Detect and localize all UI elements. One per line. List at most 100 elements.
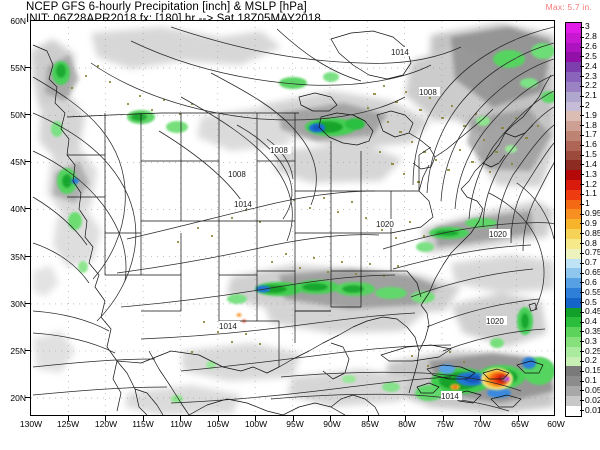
colorbar-tick bbox=[580, 311, 584, 313]
colorbar-swatch bbox=[566, 317, 581, 328]
colorbar-swatch bbox=[566, 140, 581, 151]
colorbar-swatch bbox=[566, 219, 581, 230]
colorbar-swatch bbox=[566, 72, 581, 82]
y-tick-label: 40N bbox=[10, 204, 26, 214]
colorbar-swatch bbox=[566, 337, 581, 347]
contour-label: 1020 bbox=[376, 219, 397, 229]
contour-label: 1014 bbox=[234, 199, 255, 209]
colorbar-swatch bbox=[566, 160, 581, 171]
colorbar-tick bbox=[580, 184, 584, 186]
colorbar-tick bbox=[580, 203, 584, 205]
colorbar-tick-label: 0.5 bbox=[585, 296, 597, 307]
colorbar-tick bbox=[580, 144, 584, 146]
colorbar-tick-label: 0.15 bbox=[585, 365, 600, 376]
colorbar-tick bbox=[580, 302, 584, 303]
x-tick-label: 110W bbox=[170, 419, 192, 429]
svg-text:1014: 1014 bbox=[234, 200, 252, 209]
colorbar-tick-label: 0.65 bbox=[585, 267, 600, 278]
y-tick bbox=[25, 303, 30, 304]
colorbar-tick-label: 1.4 bbox=[585, 158, 597, 169]
x-tick bbox=[480, 416, 481, 421]
contour-label: 1014 bbox=[441, 391, 462, 401]
colorbar-tick-label: 0.45 bbox=[585, 306, 600, 317]
x-tick bbox=[518, 416, 519, 421]
x-tick-label: 105W bbox=[206, 419, 230, 429]
colorbar-swatch bbox=[566, 180, 581, 190]
colorbar-tick-label: 1.1 bbox=[585, 188, 597, 199]
y-tick-label: 60N bbox=[10, 16, 26, 26]
colorbar-tick-label: 0.95 bbox=[585, 208, 600, 219]
colorbar-tick-label: 2.2 bbox=[585, 80, 597, 91]
colorbar-swatch bbox=[566, 386, 581, 396]
colorbar-tick bbox=[580, 56, 584, 58]
colorbar-tick bbox=[580, 410, 584, 412]
contour-label: 1008 bbox=[270, 145, 291, 155]
colorbar-tick-label: 0.35 bbox=[585, 325, 600, 336]
x-tick bbox=[443, 416, 444, 421]
colorbar-tick-label: 1.9 bbox=[585, 109, 597, 120]
y-tick bbox=[25, 114, 30, 115]
y-tick bbox=[25, 256, 30, 257]
colorbar-tick-label: 2.3 bbox=[585, 70, 597, 81]
colorbar-tick bbox=[580, 252, 584, 254]
map-title: NCEP GFS 6-hourly Precipitation [inch] &… bbox=[26, 1, 307, 13]
x-tick bbox=[255, 416, 256, 421]
colorbar-swatch bbox=[566, 376, 581, 387]
colorbar-swatch bbox=[566, 101, 581, 112]
y-tick-label: 30N bbox=[10, 299, 26, 309]
colorbar-tick bbox=[580, 223, 584, 225]
colorbar-tick-label: 2.1 bbox=[585, 90, 597, 101]
colorbar-tick-label: 0.4 bbox=[585, 316, 597, 327]
x-tick bbox=[368, 416, 369, 421]
colorbar-tick-label: 0.6 bbox=[585, 276, 597, 287]
colorbar-tick bbox=[580, 321, 584, 323]
y-tick bbox=[25, 67, 30, 68]
colorbar-tick-label: 0.9 bbox=[585, 217, 597, 228]
colorbar-tick bbox=[580, 360, 584, 362]
colorbar-tick-label: 2.8 bbox=[585, 31, 597, 42]
y-tick-label: 55N bbox=[10, 63, 26, 73]
colorbar-tick-label: 0.7 bbox=[585, 257, 597, 268]
colorbar-tick bbox=[580, 331, 584, 333]
contour-label: 1008 bbox=[419, 87, 440, 97]
map-boundaries bbox=[32, 30, 552, 415]
colorbar-tick bbox=[580, 380, 584, 382]
colorbar-swatch bbox=[566, 189, 581, 200]
colorbar-swatch bbox=[566, 42, 581, 53]
x-tick bbox=[68, 416, 69, 421]
colorbar-tick bbox=[580, 66, 584, 68]
colorbar-tick-label: 0.02 bbox=[585, 394, 600, 405]
colorbar-tick bbox=[580, 125, 584, 127]
x-tick-label: 95W bbox=[286, 419, 304, 429]
colorbar-tick bbox=[580, 341, 584, 343]
colorbar-swatch bbox=[566, 346, 581, 357]
colorbar-swatch bbox=[566, 356, 581, 367]
svg-text:1014: 1014 bbox=[391, 48, 409, 57]
colorbar-swatch bbox=[566, 268, 581, 279]
colorbar-tick bbox=[580, 36, 584, 38]
colorbar-tick bbox=[580, 292, 584, 294]
svg-text:1008: 1008 bbox=[419, 88, 437, 97]
colorbar-tick bbox=[580, 164, 584, 166]
colorbar-swatch bbox=[566, 199, 581, 210]
colorbar-tick-label: 1.6 bbox=[585, 139, 597, 150]
x-tick-label: 85W bbox=[361, 419, 379, 429]
colorbar-tick bbox=[580, 370, 584, 372]
colorbar-swatch bbox=[566, 150, 581, 161]
x-tick-label: 65W bbox=[511, 419, 529, 429]
colorbar-tick-label: 0.25 bbox=[585, 345, 600, 356]
colorbar-tick bbox=[580, 85, 584, 87]
colorbar-tick bbox=[580, 105, 584, 107]
colorbar-tick bbox=[580, 154, 584, 156]
svg-text:1020: 1020 bbox=[486, 317, 504, 326]
colorbar-swatch bbox=[566, 91, 581, 102]
x-tick-label: 120W bbox=[94, 419, 118, 429]
x-tick-label: 75W bbox=[436, 419, 454, 429]
colorbar-tick-label: 1.5 bbox=[585, 149, 597, 160]
y-tick bbox=[25, 350, 30, 351]
colorbar-swatch bbox=[566, 327, 581, 337]
colorbar-swatch bbox=[566, 170, 581, 180]
x-tick-label: 60W bbox=[547, 419, 565, 429]
precipitation-colorbar bbox=[565, 22, 582, 417]
x-tick bbox=[405, 416, 406, 421]
